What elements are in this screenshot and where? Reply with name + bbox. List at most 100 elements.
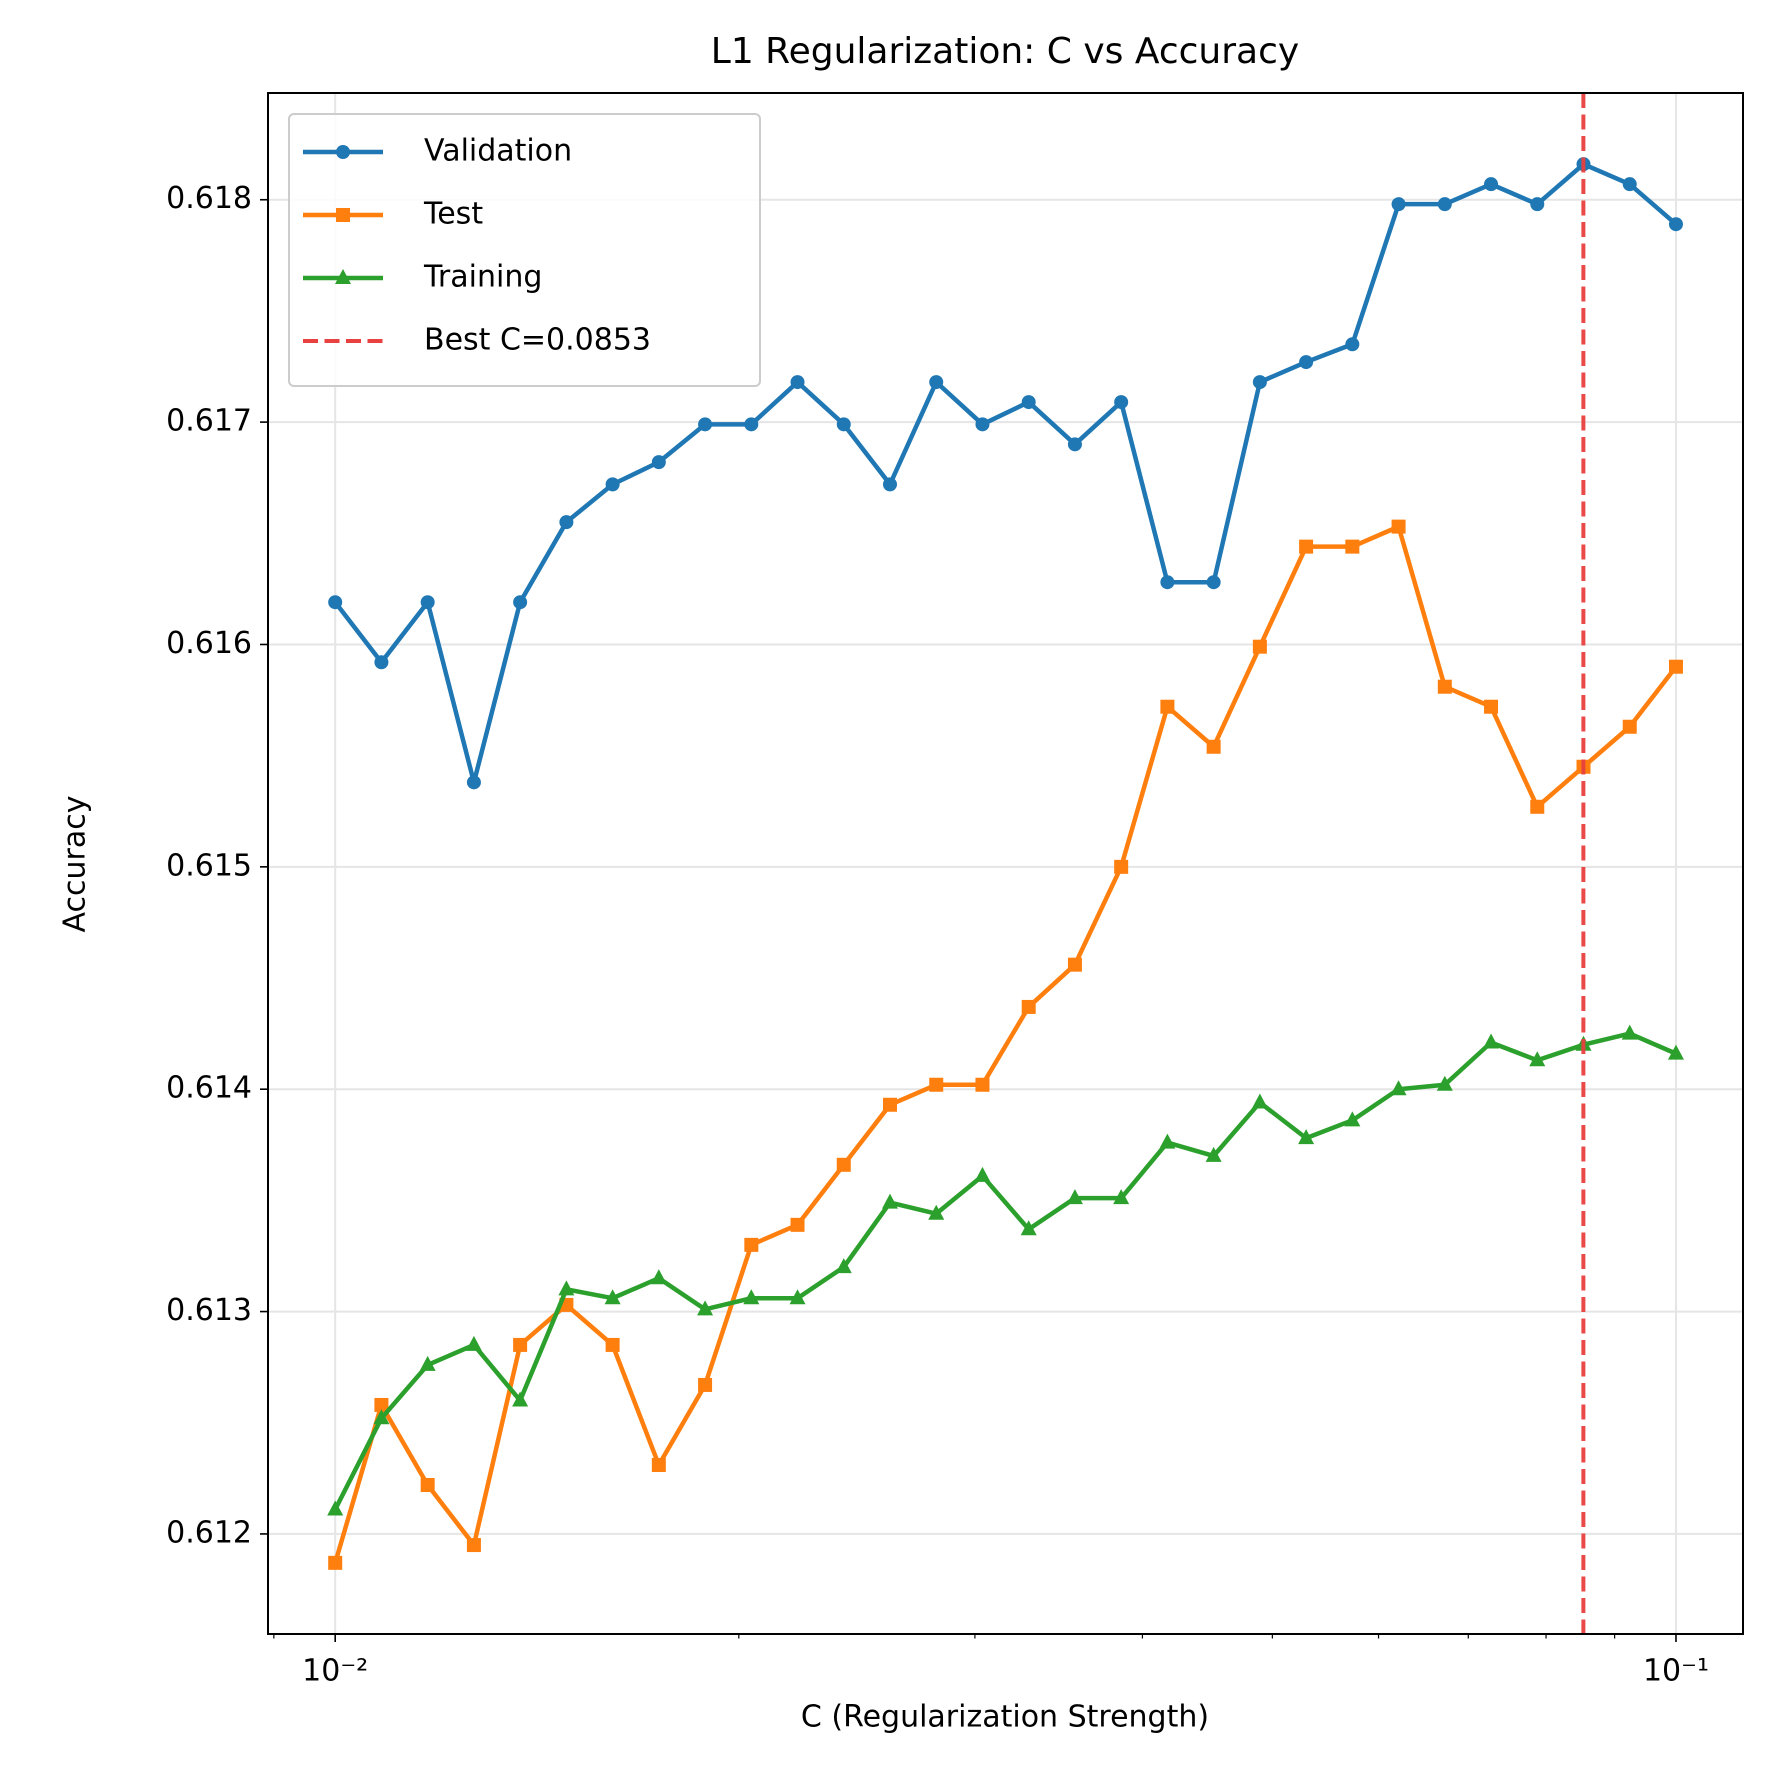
point bbox=[466, 775, 481, 790]
chart-title: L1 Regularization: C vs Accuracy bbox=[711, 31, 1299, 72]
point bbox=[328, 1555, 343, 1570]
point bbox=[328, 595, 343, 610]
y-tick-label: 0.613 bbox=[166, 1293, 252, 1328]
point bbox=[882, 477, 897, 492]
point bbox=[929, 375, 944, 390]
y-tick-label: 0.618 bbox=[166, 181, 252, 216]
point bbox=[1251, 1093, 1268, 1109]
point bbox=[1484, 699, 1499, 714]
point bbox=[1668, 217, 1683, 232]
point bbox=[651, 1458, 666, 1473]
point bbox=[513, 595, 528, 610]
legend-label: Best C=0.0853 bbox=[424, 323, 651, 358]
series-line bbox=[333, 161, 1678, 785]
legend-marker bbox=[336, 208, 350, 222]
point bbox=[743, 1289, 760, 1305]
point bbox=[374, 1397, 389, 1412]
point bbox=[1484, 177, 1499, 192]
point bbox=[373, 1409, 390, 1425]
legend-label: Test bbox=[423, 197, 483, 232]
point bbox=[327, 1500, 344, 1516]
legend-marker bbox=[336, 145, 350, 159]
y-tick-label: 0.614 bbox=[166, 1071, 252, 1106]
point bbox=[1160, 699, 1175, 714]
point bbox=[559, 515, 574, 530]
point bbox=[1436, 1075, 1453, 1091]
point bbox=[1298, 1129, 1315, 1145]
point bbox=[1020, 1220, 1037, 1236]
point bbox=[420, 595, 435, 610]
point bbox=[1622, 177, 1637, 192]
point bbox=[929, 1077, 944, 1092]
point bbox=[466, 1538, 481, 1553]
point bbox=[604, 1289, 621, 1305]
point bbox=[1067, 957, 1082, 972]
point bbox=[744, 417, 759, 432]
point bbox=[744, 1237, 759, 1252]
point bbox=[1066, 1189, 1083, 1205]
point bbox=[1344, 1111, 1361, 1127]
point bbox=[698, 417, 713, 432]
axes-frame bbox=[267, 92, 1744, 1635]
point bbox=[974, 1166, 991, 1182]
point bbox=[1252, 375, 1267, 390]
point bbox=[789, 1289, 806, 1305]
point bbox=[1113, 1189, 1130, 1205]
point bbox=[1530, 197, 1545, 212]
point bbox=[1390, 1080, 1407, 1096]
y-tick-label: 0.612 bbox=[166, 1515, 252, 1550]
legend-label: Validation bbox=[424, 134, 572, 169]
point bbox=[1114, 395, 1129, 410]
x-axis-label: C (Regularization Strength) bbox=[801, 1700, 1209, 1735]
y-axis-label: Accuracy bbox=[58, 796, 93, 933]
point bbox=[1160, 575, 1175, 590]
point bbox=[975, 417, 990, 432]
point bbox=[558, 1280, 575, 1296]
point bbox=[1159, 1133, 1176, 1149]
point bbox=[1252, 639, 1267, 654]
point bbox=[1667, 1044, 1684, 1060]
legend-label: Training bbox=[423, 260, 542, 295]
point bbox=[605, 477, 620, 492]
point bbox=[1021, 395, 1036, 410]
point bbox=[698, 1377, 713, 1392]
point bbox=[1668, 659, 1683, 674]
point bbox=[1206, 575, 1221, 590]
point bbox=[1345, 539, 1360, 554]
point bbox=[1530, 799, 1545, 814]
point bbox=[1437, 197, 1452, 212]
point bbox=[374, 655, 389, 670]
point bbox=[1437, 679, 1452, 694]
point bbox=[975, 1077, 990, 1092]
x-tick-label: 10⁻¹ bbox=[1643, 1654, 1709, 1689]
point bbox=[1205, 1146, 1222, 1162]
point bbox=[1391, 519, 1406, 534]
point bbox=[512, 1391, 529, 1407]
point bbox=[1021, 999, 1036, 1014]
point bbox=[1345, 337, 1360, 352]
point bbox=[513, 1337, 528, 1352]
legend-box bbox=[288, 113, 761, 387]
y-tick-label: 0.615 bbox=[166, 848, 252, 883]
point bbox=[1299, 355, 1314, 370]
legend-marker bbox=[335, 269, 351, 284]
point bbox=[790, 1217, 805, 1232]
series-line bbox=[333, 1031, 1677, 1511]
point bbox=[605, 1337, 620, 1352]
x-tick-label: 10⁻² bbox=[302, 1654, 368, 1689]
point bbox=[419, 1355, 436, 1371]
point bbox=[1206, 739, 1221, 754]
point bbox=[650, 1269, 667, 1285]
y-tick-label: 0.617 bbox=[166, 404, 252, 439]
point bbox=[790, 375, 805, 390]
point bbox=[1067, 437, 1082, 452]
point bbox=[651, 455, 666, 470]
point bbox=[420, 1478, 435, 1493]
point bbox=[1483, 1033, 1500, 1049]
point bbox=[836, 417, 851, 432]
point bbox=[1621, 1024, 1638, 1040]
point bbox=[836, 1157, 851, 1172]
point bbox=[1529, 1051, 1546, 1067]
point bbox=[465, 1335, 482, 1351]
